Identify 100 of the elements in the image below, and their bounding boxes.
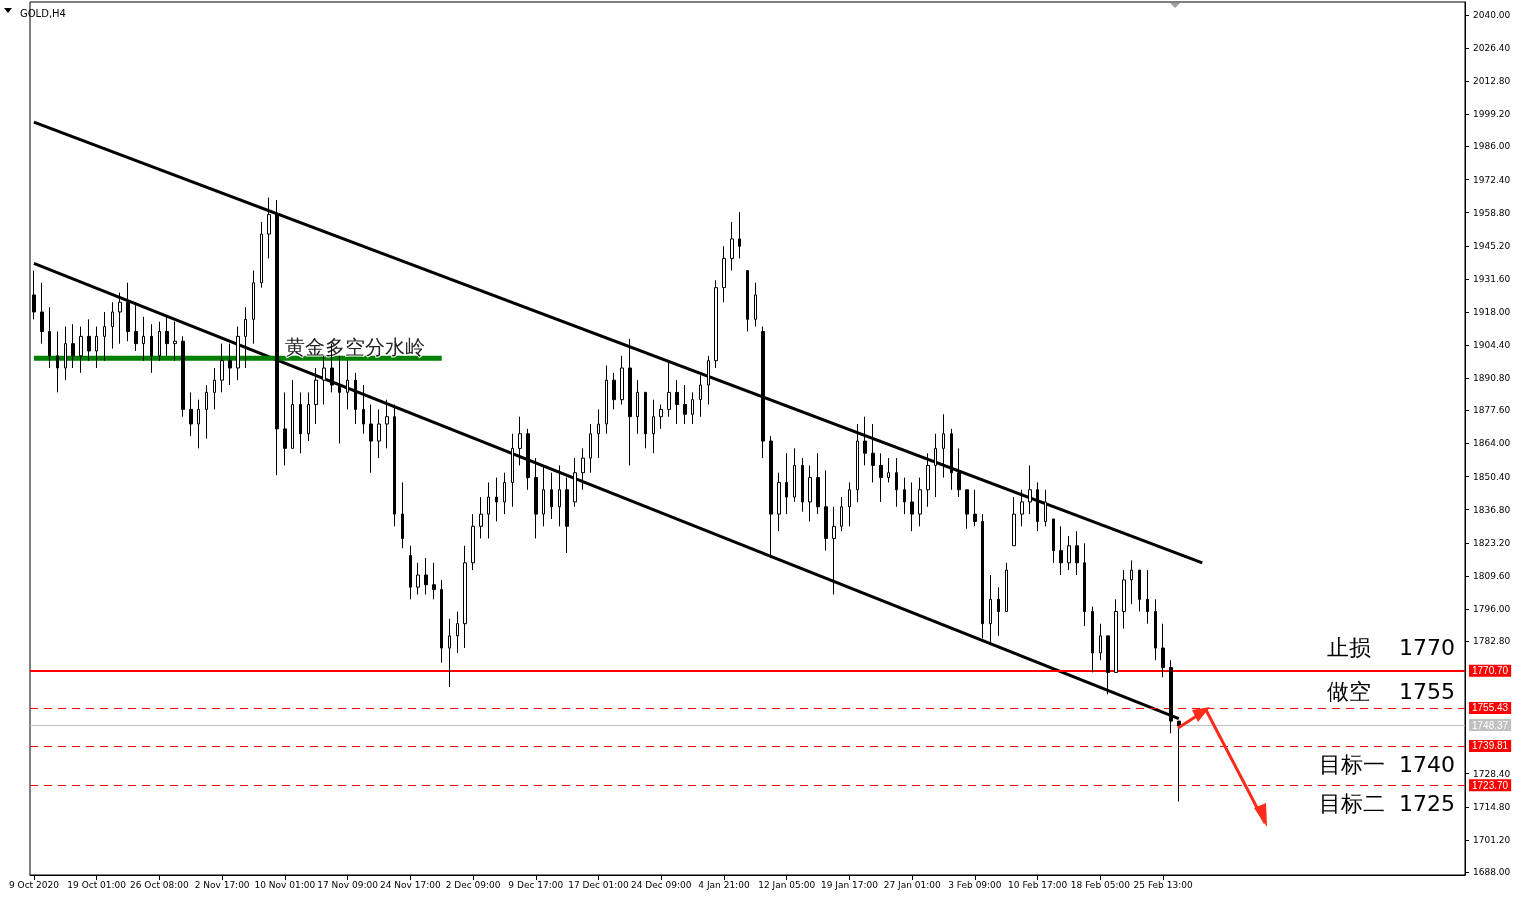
- candlestick: [942, 413, 945, 479]
- candlestick: [754, 282, 757, 328]
- candlestick: [377, 408, 381, 459]
- candlestick: [205, 384, 208, 440]
- candlestick: [1075, 530, 1079, 576]
- candlestick: [652, 399, 655, 454]
- candlestick: [801, 457, 804, 513]
- candlestick: [848, 481, 851, 527]
- candlestick: [722, 245, 726, 303]
- candlestick: [565, 477, 569, 554]
- y-tick-label: 1958.80: [1473, 207, 1511, 218]
- x-tick-label: 25 Feb 13:00: [1133, 879, 1193, 890]
- candlestick: [534, 457, 538, 539]
- annotation: 做空 1755: [1327, 678, 1456, 704]
- candlestick: [675, 379, 679, 425]
- y-tick-label: 1809.60: [1473, 570, 1511, 581]
- candlestick: [636, 379, 639, 435]
- candlestick: [581, 447, 585, 491]
- candlestick: [134, 301, 138, 352]
- candlestick: [769, 435, 773, 559]
- candlestick: [471, 513, 475, 571]
- candlestick: [542, 464, 545, 527]
- candlestick: [95, 326, 98, 369]
- candlestick: [699, 374, 702, 418]
- candlestick: [659, 404, 663, 430]
- candlestick: [738, 211, 741, 259]
- candlestick: [997, 586, 1000, 637]
- candlestick: [950, 428, 953, 491]
- text: GOLD,H4: [20, 7, 66, 19]
- x-tick-label: 26 Oct 08:00: [130, 879, 189, 890]
- candlestick: [597, 408, 600, 459]
- x-tick-label: 27 Jan 01:00: [883, 879, 941, 890]
- candlestick: [1138, 569, 1141, 613]
- candlestick: [910, 481, 914, 532]
- candlestick: [314, 367, 318, 425]
- y-tick-label: 1890.80: [1473, 373, 1511, 384]
- x-tick-label: 19 Oct 01:00: [67, 879, 127, 890]
- candlestick: [526, 428, 530, 491]
- candlestick: [385, 399, 389, 449]
- x-tick-label: 24 Nov 17:00: [379, 879, 441, 890]
- candlestick: [620, 355, 624, 406]
- candlestick: [48, 306, 51, 369]
- candlestick: [1130, 559, 1133, 605]
- y-tick-label: 1688.00: [1473, 867, 1511, 878]
- candlestick: [926, 452, 930, 508]
- candlestick: [64, 326, 67, 381]
- x-tick-label: 19 Jan 17:00: [820, 879, 879, 890]
- candlestick: [1067, 535, 1071, 571]
- candlestick: [463, 545, 467, 649]
- candlestick: [409, 545, 412, 600]
- candlestick: [126, 282, 130, 342]
- candlestick: [495, 477, 498, 522]
- candlestick: [362, 384, 365, 435]
- x-tick-label: 10 Nov 01:00: [254, 879, 316, 890]
- candlestick: [307, 391, 310, 442]
- y-tick-label: 1904.40: [1473, 340, 1511, 351]
- candlestick: [322, 355, 326, 406]
- candlestick: [714, 279, 718, 369]
- x-tick-label: 10 Feb 17:00: [1008, 879, 1068, 890]
- y-tick-label: 1836.80: [1473, 504, 1511, 515]
- ref-line-label: 1739.81: [1472, 740, 1509, 752]
- candlestick: [644, 391, 647, 449]
- annotation: 目标一 1740: [1319, 751, 1456, 777]
- candlestick: [934, 433, 937, 498]
- candlestick: [448, 618, 451, 688]
- candlestick: [236, 326, 240, 381]
- candlestick: [683, 384, 687, 425]
- candlestick: [267, 197, 271, 259]
- candlestick: [957, 447, 961, 498]
- y-tick-label: 1796.00: [1473, 604, 1511, 615]
- candlestick: [346, 360, 349, 410]
- candlestick: [1044, 489, 1047, 527]
- candlestick: [416, 562, 420, 595]
- candlestick: [40, 282, 44, 345]
- x-tick-label: 2 Nov 17:00: [194, 879, 250, 890]
- candlestick: [1036, 481, 1039, 532]
- candlestick: [1146, 569, 1149, 625]
- candlestick: [220, 343, 224, 393]
- candlestick: [487, 481, 490, 539]
- candlestick: [981, 513, 984, 639]
- candlestick: [71, 323, 75, 369]
- x-tick-label: 9 Oct 2020: [8, 879, 60, 890]
- candlestick: [181, 335, 185, 418]
- candlestick: [1052, 518, 1055, 564]
- candlestick: [503, 472, 506, 515]
- x-tick-label: 3 Feb 09:00: [948, 879, 1002, 890]
- candlestick: [1106, 635, 1110, 695]
- ref-line-label: 1770.70: [1472, 665, 1509, 677]
- candlestick: [111, 301, 114, 350]
- candlestick: [628, 338, 632, 466]
- candlestick: [558, 464, 561, 527]
- candlestick: [691, 391, 694, 425]
- y-tick-label: 1986.00: [1473, 141, 1511, 152]
- candlestick: [605, 365, 608, 435]
- candlestick: [840, 496, 843, 532]
- candlestick: [1161, 623, 1165, 678]
- y-tick-label: 2026.40: [1473, 43, 1511, 54]
- candlestick: [989, 574, 992, 644]
- candlestick: [1154, 598, 1157, 661]
- y-tick-label: 1701.20: [1473, 834, 1511, 845]
